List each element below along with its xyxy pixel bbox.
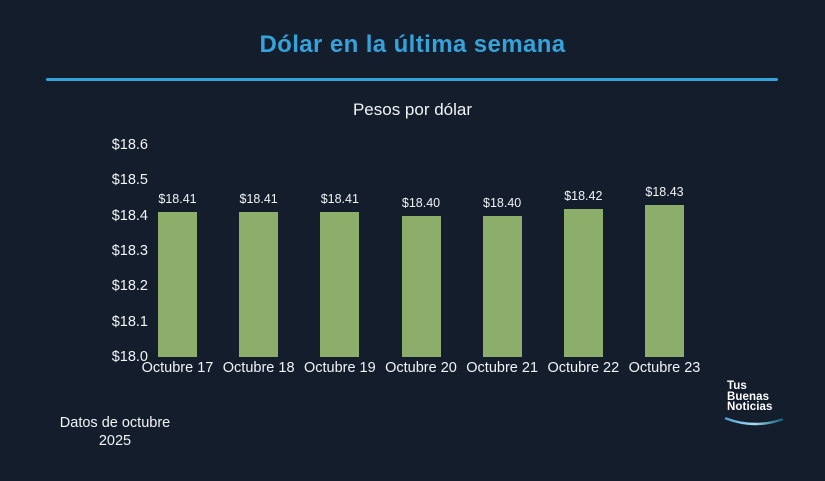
title-underline [46, 78, 778, 81]
y-axis-tick-label: $18.4 [111, 207, 148, 224]
y-axis-tick-label: $18.3 [111, 243, 148, 259]
bar-octubre-19 [320, 212, 360, 357]
bar-octubre-18 [239, 212, 279, 357]
page-title: Dólar en la última semana [259, 31, 566, 58]
x-axis-category-label: Octubre 20 [385, 360, 457, 376]
bar-value-label: $18.41 [320, 192, 359, 207]
x-axis-category-label: Octubre 22 [547, 360, 620, 376]
bar-octubre-23 [645, 205, 684, 357]
bar-value-label: $18.42 [564, 188, 603, 203]
logo-text-line2: Buenas [727, 390, 770, 403]
bar-octubre-22 [563, 208, 603, 357]
bar-octubre-17 [158, 212, 197, 357]
footnote-line2: 2025 [98, 433, 132, 450]
bar-value-label: $18.40 [401, 195, 441, 210]
y-axis-tick-label: $18.0 [111, 349, 148, 365]
x-axis-category-label: Octubre 23 [628, 360, 701, 376]
brand-logo: Tus Buenas Noticias [724, 380, 784, 429]
logo-text-line3: Noticias [727, 401, 773, 413]
bar-value-label: $18.43 [645, 185, 684, 200]
footnote: Datos de octubre 2025 [56, 414, 174, 450]
y-axis-tick-label: $18.5 [111, 172, 148, 189]
bar-value-label: $18.41 [239, 192, 278, 207]
x-axis-category-label: Octubre 21 [466, 360, 539, 376]
x-axis-category-label: Octubre 17 [141, 360, 214, 376]
bar-octubre-21 [482, 215, 522, 357]
x-axis-category-label: Octubre 18 [222, 360, 295, 376]
chart-subtitle: Pesos por dólar [352, 100, 473, 119]
logo-text-line1: Tus [727, 380, 747, 392]
x-axis-category-label: Octubre 19 [303, 360, 376, 376]
y-axis-tick-label: $18.6 [111, 137, 148, 153]
bar-value-label: $18.40 [483, 195, 522, 210]
smile-swoosh-icon [724, 416, 784, 425]
bar-octubre-20 [401, 215, 441, 357]
footnote-line1: Datos de octubre [59, 415, 171, 431]
bar-value-label: $18.41 [158, 192, 197, 207]
y-axis-tick-label: $18.2 [111, 278, 148, 295]
y-axis-tick-label: $18.1 [111, 313, 148, 330]
